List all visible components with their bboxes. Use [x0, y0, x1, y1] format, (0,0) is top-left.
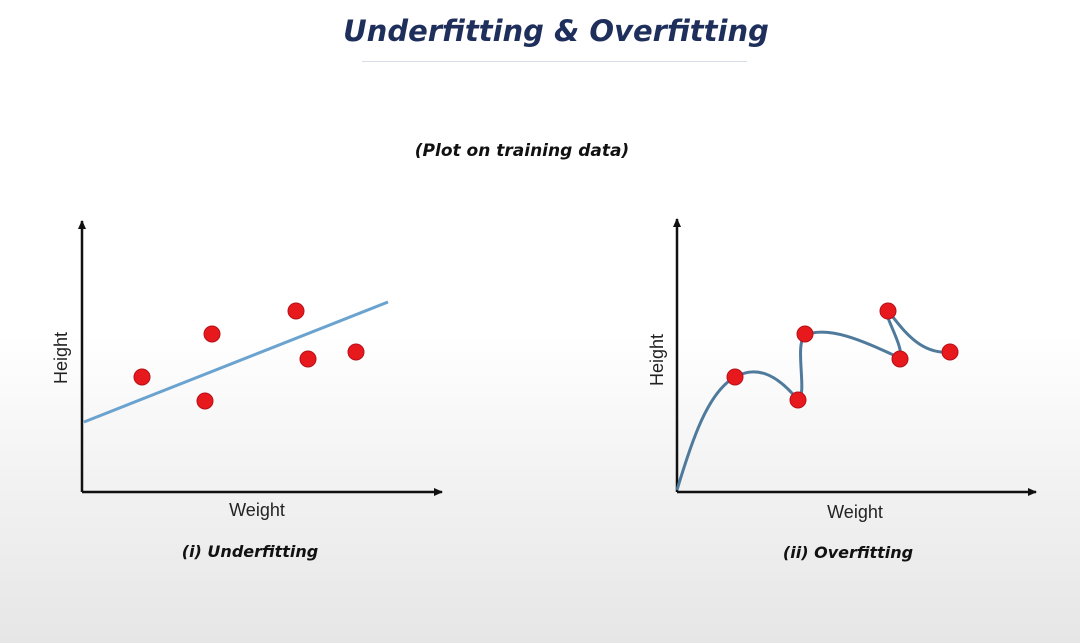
underfitting-panel: Weight Height (i) Underfitting	[51, 220, 443, 561]
data-point	[347, 343, 365, 361]
data-point	[789, 391, 807, 409]
data-point	[726, 368, 744, 386]
data-point	[133, 368, 151, 386]
overfitting-caption: (ii) Overfitting	[783, 543, 913, 562]
underfitting-data-points	[133, 302, 365, 410]
overfitting-y-axis-label: Height	[647, 334, 667, 386]
underfitting-fit-line	[83, 300, 389, 424]
slide-title: Underfitting & Overfitting	[343, 14, 769, 48]
underfitting-y-axis-label: Height	[51, 332, 71, 384]
data-point	[796, 325, 814, 343]
overfitting-panel: Weight Height (ii) Overfitting	[647, 218, 1037, 562]
slide-subtitle: (Plot on training data)	[414, 141, 630, 161]
data-point	[203, 325, 221, 343]
data-point	[891, 350, 909, 368]
data-point	[879, 302, 897, 320]
data-point	[287, 302, 305, 320]
overfitting-data-points	[726, 302, 959, 409]
data-point	[941, 343, 959, 361]
underfitting-caption: (i) Underfitting	[182, 542, 318, 561]
data-point	[299, 350, 317, 368]
overfitting-x-axis-label: Weight	[827, 502, 883, 522]
underfitting-x-axis-label: Weight	[229, 500, 285, 520]
title-underline	[362, 61, 747, 62]
overfitting-fit-curve	[675, 309, 951, 491]
data-point	[196, 392, 214, 410]
